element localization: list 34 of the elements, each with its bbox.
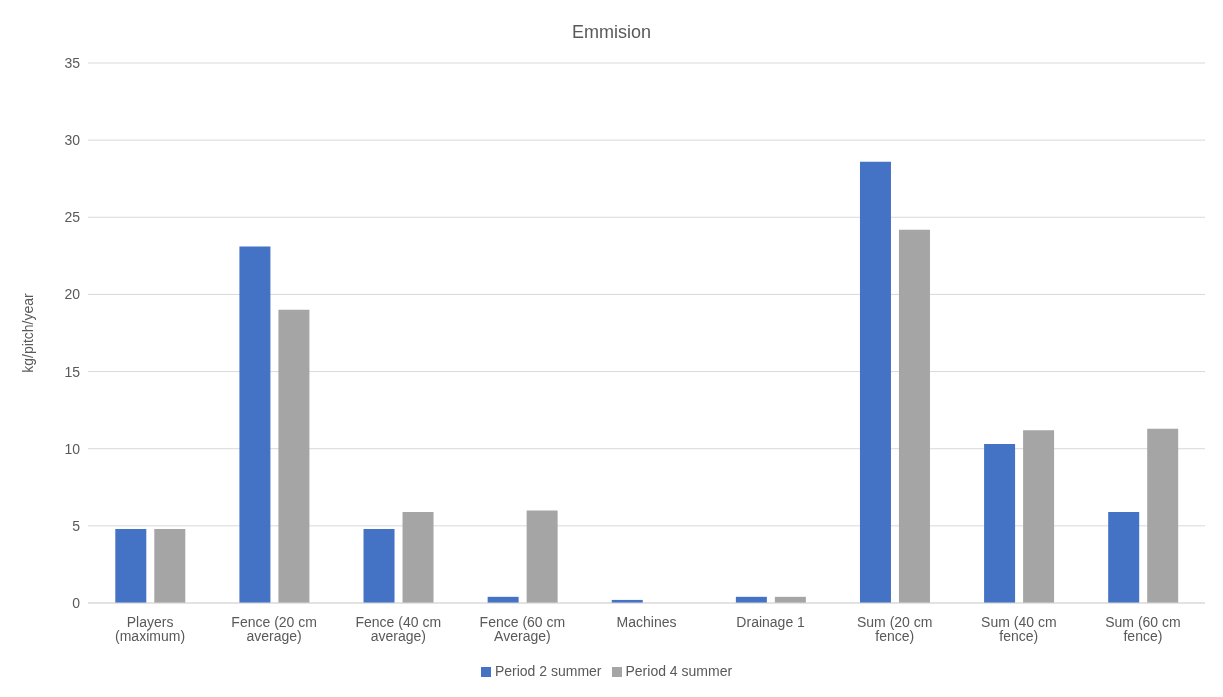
x-tick-label: Fence (60 cm Average) xyxy=(479,613,566,644)
bar xyxy=(859,161,891,603)
x-tick-label: Sum (40 cm fence) xyxy=(981,613,1057,644)
y-tick-label: 25 xyxy=(64,209,81,226)
legend-label: Period 4 summer xyxy=(625,663,733,679)
y-tick-label: 30 xyxy=(64,132,81,149)
x-tick-label: Drainage 1 xyxy=(736,613,806,630)
x-tick-label: Machines xyxy=(616,613,677,630)
bar xyxy=(154,528,186,603)
x-tick-label: Sum (60 cm fence) xyxy=(1105,613,1181,644)
x-tick-label: Fence (40 cm average) xyxy=(355,613,442,644)
y-tick-label: 0 xyxy=(72,594,81,611)
y-tick-label: 35 xyxy=(64,54,81,71)
x-tick-label: Sum (20 cm fence) xyxy=(856,613,933,644)
bar xyxy=(526,510,558,603)
y-tick-label: 5 xyxy=(72,517,81,534)
y-tick-label: 10 xyxy=(64,440,81,457)
bar xyxy=(278,309,310,603)
bar xyxy=(363,528,395,603)
legend-label: Period 2 summer xyxy=(494,663,602,679)
bar xyxy=(1147,428,1179,603)
y-axis-title: kg/pitch/year xyxy=(19,292,36,373)
chart-title: Emmision xyxy=(571,22,652,43)
bar xyxy=(402,511,434,603)
bar xyxy=(898,229,930,603)
bar xyxy=(115,528,147,603)
y-tick-label: 20 xyxy=(64,286,81,303)
bar xyxy=(1023,430,1055,603)
y-tick-label: 15 xyxy=(64,363,81,380)
bar xyxy=(1108,511,1140,603)
x-tick-label: Fence (20 cm average) xyxy=(231,613,317,644)
x-tick-label: Players (maximum) xyxy=(115,613,186,644)
bar xyxy=(984,444,1016,603)
bar xyxy=(239,246,271,603)
